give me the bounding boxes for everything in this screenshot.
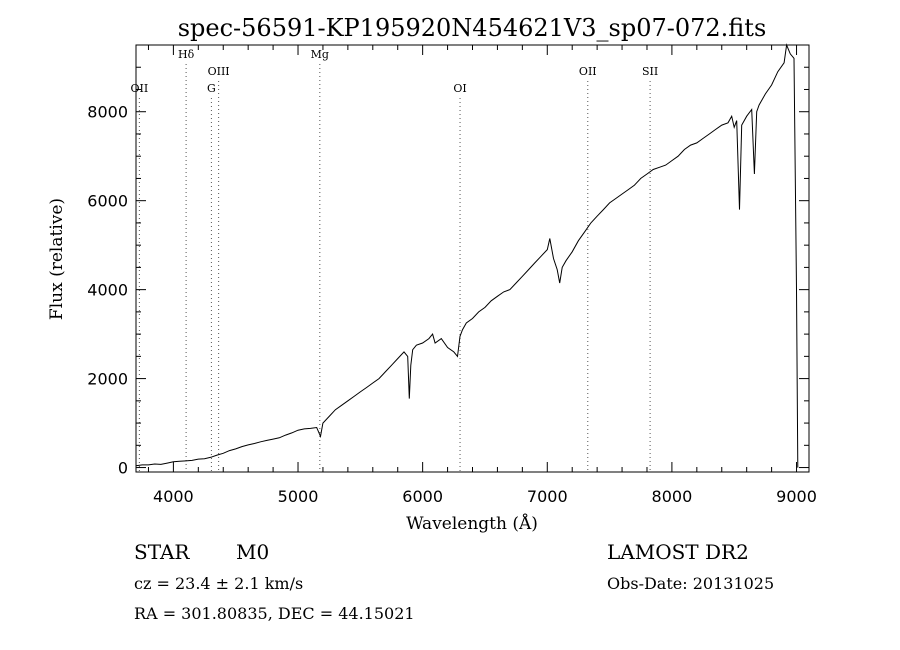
spectrum-line (135, 43, 799, 468)
y-axis-label: Flux (relative) (47, 198, 67, 320)
x-tick-label: 5000 (278, 487, 319, 506)
spectral-line-label: OII (579, 65, 597, 78)
chart-title: spec-56591-KP195920N454621V3_sp07-072.fi… (178, 14, 767, 42)
plot-frame (135, 44, 810, 473)
x-axis: 4000 5000 6000 7000 8000 9000 (147, 45, 817, 506)
y-tick-label: 8000 (87, 103, 128, 122)
y-tick-label: 0 (118, 459, 128, 478)
x-axis-label: Wavelength (Å) (406, 513, 538, 534)
object-class: STAR (134, 540, 190, 564)
x-tick-label: 4000 (153, 487, 194, 506)
survey-name: LAMOST DR2 (607, 540, 749, 564)
spectral-line-label: OII (131, 82, 149, 95)
object-subclass: M0 (236, 540, 270, 564)
y-axis: 0 2000 4000 6000 8000 (87, 66, 809, 478)
spectral-line-label: Hδ (178, 48, 195, 61)
y-tick-label: 2000 (87, 370, 128, 389)
spectral-line-label: G (207, 82, 216, 95)
coordinates-text: RA = 301.80835, DEC = 44.15021 (134, 604, 415, 623)
x-tick-label: 6000 (402, 487, 443, 506)
spectral-line-label: OIII (208, 65, 230, 78)
y-tick-label: 4000 (87, 281, 128, 300)
x-tick-label: 8000 (652, 487, 693, 506)
redshift-text: cz = 23.4 ± 2.1 km/s (134, 574, 304, 593)
spectral-line-label: OI (453, 82, 466, 95)
x-tick-label: 9000 (776, 487, 817, 506)
x-tick-label: 7000 (527, 487, 568, 506)
spectral-line-label: Mg (311, 48, 329, 61)
y-tick-label: 6000 (87, 192, 128, 211)
observation-date: Obs-Date: 20131025 (607, 574, 775, 593)
spectral-line-markers: OII Hδ OIII G Mg OI OII SII (131, 48, 658, 472)
spectral-line-label: SII (642, 65, 658, 78)
